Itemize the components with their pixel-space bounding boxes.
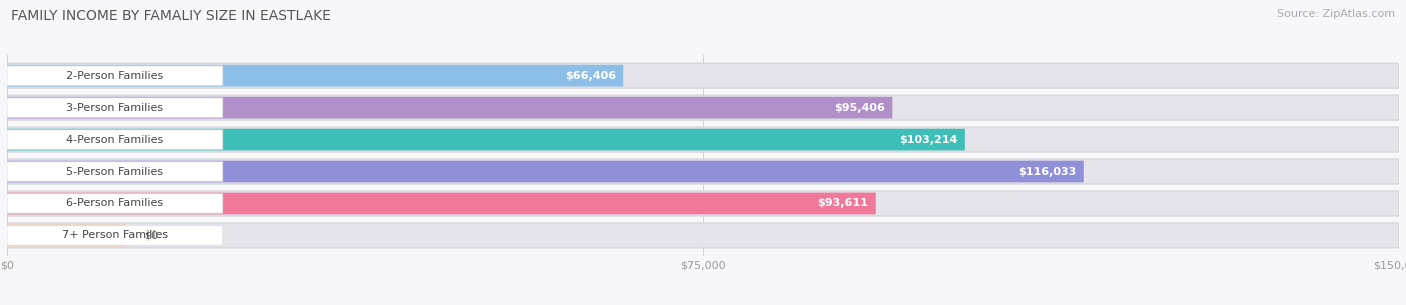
- FancyBboxPatch shape: [7, 159, 1399, 184]
- Text: 3-Person Families: 3-Person Families: [66, 102, 163, 113]
- FancyBboxPatch shape: [7, 127, 1399, 152]
- FancyBboxPatch shape: [7, 224, 125, 246]
- Text: $116,033: $116,033: [1018, 167, 1077, 177]
- FancyBboxPatch shape: [7, 223, 1399, 248]
- FancyBboxPatch shape: [7, 194, 222, 213]
- FancyBboxPatch shape: [7, 226, 222, 245]
- FancyBboxPatch shape: [7, 191, 1399, 216]
- FancyBboxPatch shape: [7, 95, 1399, 120]
- Text: $103,214: $103,214: [898, 135, 957, 145]
- Text: Source: ZipAtlas.com: Source: ZipAtlas.com: [1277, 9, 1395, 19]
- Text: $0: $0: [145, 231, 159, 240]
- FancyBboxPatch shape: [7, 130, 222, 149]
- FancyBboxPatch shape: [7, 97, 893, 118]
- FancyBboxPatch shape: [7, 98, 222, 117]
- FancyBboxPatch shape: [7, 65, 623, 87]
- FancyBboxPatch shape: [7, 129, 965, 150]
- Text: 2-Person Families: 2-Person Families: [66, 71, 163, 81]
- FancyBboxPatch shape: [7, 66, 222, 85]
- Text: $93,611: $93,611: [817, 199, 869, 209]
- Text: 7+ Person Families: 7+ Person Families: [62, 231, 167, 240]
- FancyBboxPatch shape: [7, 161, 1084, 182]
- Text: 6-Person Families: 6-Person Families: [66, 199, 163, 209]
- Text: FAMILY INCOME BY FAMALIY SIZE IN EASTLAKE: FAMILY INCOME BY FAMALIY SIZE IN EASTLAK…: [11, 9, 332, 23]
- Text: 4-Person Families: 4-Person Families: [66, 135, 163, 145]
- FancyBboxPatch shape: [7, 193, 876, 214]
- FancyBboxPatch shape: [7, 162, 222, 181]
- Text: $95,406: $95,406: [834, 102, 884, 113]
- Text: 5-Person Families: 5-Person Families: [66, 167, 163, 177]
- Text: $66,406: $66,406: [565, 71, 616, 81]
- FancyBboxPatch shape: [7, 63, 1399, 88]
